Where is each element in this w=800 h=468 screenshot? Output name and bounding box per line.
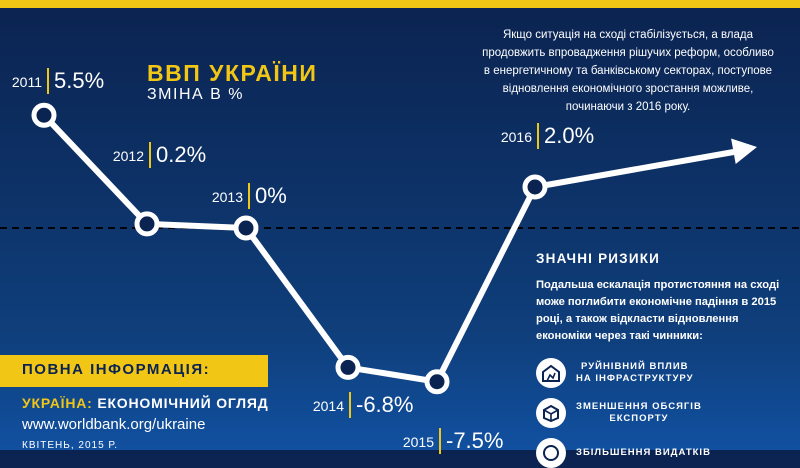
risk-label-line: РУЙНІВНИЙ ВПЛИВ — [581, 361, 689, 372]
year-tick-label: 2012 — [113, 148, 144, 164]
risk-label-line: ЗБІЛЬШЕННЯ ВИДАТКІВ — [576, 447, 711, 458]
data-point-marker — [31, 102, 57, 128]
chart-title: ВВП УКРАЇНИ — [147, 60, 318, 86]
data-value-label: 5.5% — [54, 68, 104, 93]
data-value-label: 2.0% — [544, 123, 594, 148]
year-tick-label: 2013 — [212, 189, 243, 205]
trend-arrow-shaft — [532, 147, 748, 190]
risk-item-infrastructure: РУЙНІВНИЙ ВПЛИВ НА ІНФРАСТРУКТУРУ — [536, 358, 694, 388]
data-value-label: 0.2% — [156, 142, 206, 167]
risk-label-infrastructure: РУЙНІВНИЙ ВПЛИВ НА ІНФРАСТРУКТУРУ — [576, 361, 694, 385]
year-tick-label: 2016 — [501, 129, 532, 145]
data-point-marker — [134, 211, 160, 237]
risks-text: Подальша ескалація протистояння на сході… — [536, 279, 780, 342]
report-line: УКРАЇНА: ЕКОНОМІЧНИЙ ОГЛЯД — [22, 395, 269, 411]
risk-label-line: НА ІНФРАСТРУКТУРУ — [576, 373, 694, 384]
info-title: ПОВНА ІНФОРМАЦІЯ: — [22, 361, 211, 378]
risks-title: ЗНАЧНІ РИЗИКИ — [536, 251, 661, 266]
gdp-series-line — [41, 112, 538, 385]
risk-label-expenses: ЗБІЛЬШЕННЯ ВИДАТКІВ — [576, 447, 711, 459]
top-accent-bar — [0, 0, 800, 8]
trend-arrow-head — [731, 138, 757, 165]
year-tick-label: 2014 — [313, 398, 344, 414]
risk-item-expenses: ЗБІЛЬШЕННЯ ВИДАТКІВ — [536, 438, 711, 468]
data-value-label: -6.8% — [356, 392, 413, 417]
risk-item-export: ЗМЕНШЕННЯ ОБСЯГІВ ЕКСПОРТУ — [536, 398, 702, 428]
destroyed-building-icon — [536, 358, 566, 388]
risk-label-line: ЗМЕНШЕННЯ ОБСЯГІВ — [576, 401, 702, 412]
intro-text: Якщо ситуація на сході стабілізується, а… — [482, 29, 774, 113]
expenses-icon — [536, 438, 566, 468]
data-point-marker — [424, 369, 450, 395]
report-name: ЕКОНОМІЧНИЙ ОГЛЯД — [97, 395, 269, 411]
data-point-marker — [335, 354, 361, 380]
report-country: УКРАЇНА: — [22, 395, 93, 411]
gdp-line-chart: 2011 5.5% 2012 0.2% 2013 0% 2014 -6.8% 2015 -7.5%… — [0, 68, 800, 454]
chart-subtitle: ЗМІНА В % — [147, 86, 244, 103]
info-bar — [0, 355, 268, 387]
report-date: КВІТЕНЬ, 2015 Р. — [22, 440, 118, 451]
risk-label-line: ЕКСПОРТУ — [609, 413, 669, 424]
data-value-label: 0% — [255, 183, 287, 208]
report-url-link[interactable]: www.worldbank.org/ukraine — [22, 416, 206, 433]
data-value-label: -7.5% — [446, 428, 503, 453]
data-point-marker — [522, 174, 548, 200]
year-tick-label: 2015 — [403, 434, 434, 450]
export-box-icon — [536, 398, 566, 428]
data-point-marker — [233, 215, 259, 241]
risk-label-export: ЗМЕНШЕННЯ ОБСЯГІВ ЕКСПОРТУ — [576, 401, 702, 425]
year-tick-label: 2011 — [12, 74, 42, 90]
